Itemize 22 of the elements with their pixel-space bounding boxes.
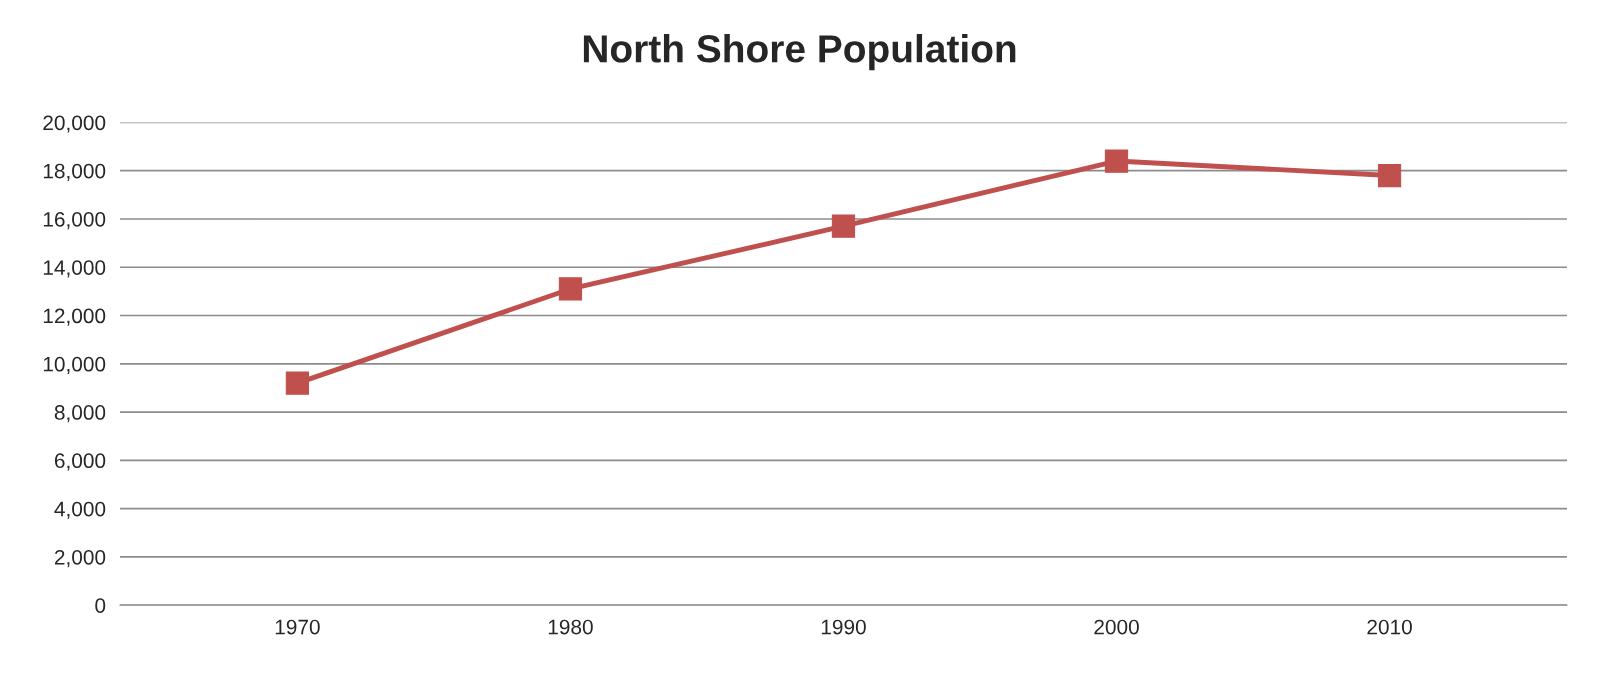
point	[1377, 163, 1402, 188]
y-tick-label: 18,000	[43, 163, 106, 181]
y-tick-label: 4,000	[54, 501, 106, 519]
y-tick-label: 16,000	[43, 211, 106, 230]
y-tick-label: 0	[95, 598, 106, 613]
x-tick-label: 1990	[821, 619, 866, 635]
x-tick-label: 1970	[275, 619, 320, 635]
x-tick-label: 2010	[1367, 619, 1412, 635]
point	[831, 214, 856, 238]
y-tick-label: 14,000	[43, 260, 106, 278]
point	[558, 277, 583, 301]
point	[285, 371, 310, 395]
y-tick-label: 20,000	[43, 115, 106, 133]
y-tick-label: 10,000	[43, 356, 106, 375]
x-tick-label: 1980	[548, 619, 593, 635]
y-tick-label: 6,000	[54, 453, 106, 471]
y-tick-label: 8,000	[54, 405, 106, 423]
x-tick-label: 2000	[1094, 619, 1139, 635]
y-tick-label: 2,000	[54, 549, 106, 568]
y-tick-label: 12,000	[43, 308, 106, 326]
chart-title: North Shore Population	[583, 34, 1016, 71]
point	[1104, 149, 1129, 173]
